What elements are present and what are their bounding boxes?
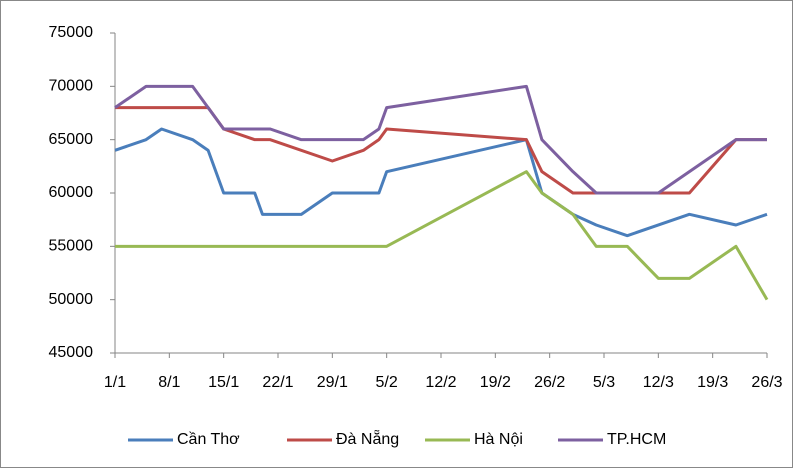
y-tick-label: 70000 — [49, 78, 94, 95]
legend-label: Hà Nội — [474, 431, 523, 448]
y-tick-label: 55000 — [49, 238, 94, 255]
y-tick-label: 60000 — [49, 184, 94, 201]
y-tick-label: 50000 — [49, 291, 94, 308]
legend-label: Đà Nẵng — [336, 429, 399, 448]
x-tick-label: 26/3 — [751, 374, 782, 391]
x-tick-label: 29/1 — [317, 374, 348, 391]
y-tick-label: 75000 — [49, 24, 94, 41]
y-tick-label: 65000 — [49, 131, 94, 148]
x-tick-label: 19/2 — [480, 374, 511, 391]
line-series — [114, 127, 768, 238]
x-tick-label: 5/2 — [376, 374, 398, 391]
legend-label: Cần Thơ — [177, 431, 240, 448]
legend-label: TP.HCM — [607, 431, 666, 448]
x-tick-label: 26/2 — [534, 374, 565, 391]
line-series — [115, 170, 769, 301]
x-tick-label: 12/3 — [643, 374, 674, 391]
x-tick-label: 1/1 — [104, 374, 126, 391]
x-tick-label: 15/1 — [208, 374, 239, 391]
y-tick-label: 45000 — [49, 344, 94, 361]
x-tick-label: 8/1 — [158, 374, 180, 391]
x-tick-label: 12/2 — [425, 374, 456, 391]
x-tick-label: 22/1 — [262, 374, 293, 391]
x-tick-label: 5/3 — [593, 374, 615, 391]
line-series — [114, 84, 767, 195]
x-tick-label: 19/3 — [697, 374, 728, 391]
